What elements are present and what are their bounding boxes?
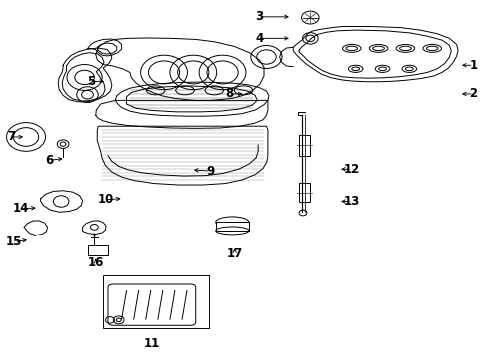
- Text: 4: 4: [254, 32, 263, 45]
- Text: 10: 10: [97, 193, 113, 206]
- Text: 2: 2: [468, 87, 477, 100]
- Text: 12: 12: [343, 163, 359, 176]
- Text: 15: 15: [6, 235, 22, 248]
- Text: 16: 16: [87, 256, 104, 269]
- Text: 17: 17: [226, 247, 243, 260]
- Bar: [88, 245, 108, 255]
- Bar: [215, 222, 248, 231]
- Text: 7: 7: [7, 130, 16, 144]
- Text: 3: 3: [255, 10, 263, 23]
- Text: 1: 1: [468, 59, 477, 72]
- Text: 11: 11: [143, 337, 160, 350]
- Bar: [299, 135, 309, 156]
- Text: 9: 9: [206, 165, 214, 177]
- Text: 8: 8: [225, 87, 234, 100]
- FancyBboxPatch shape: [108, 284, 195, 325]
- Text: 13: 13: [343, 195, 359, 208]
- Text: 5: 5: [86, 75, 95, 88]
- Text: 14: 14: [13, 202, 29, 215]
- Text: 6: 6: [45, 154, 54, 167]
- Bar: [299, 183, 309, 202]
- Bar: [103, 275, 209, 328]
